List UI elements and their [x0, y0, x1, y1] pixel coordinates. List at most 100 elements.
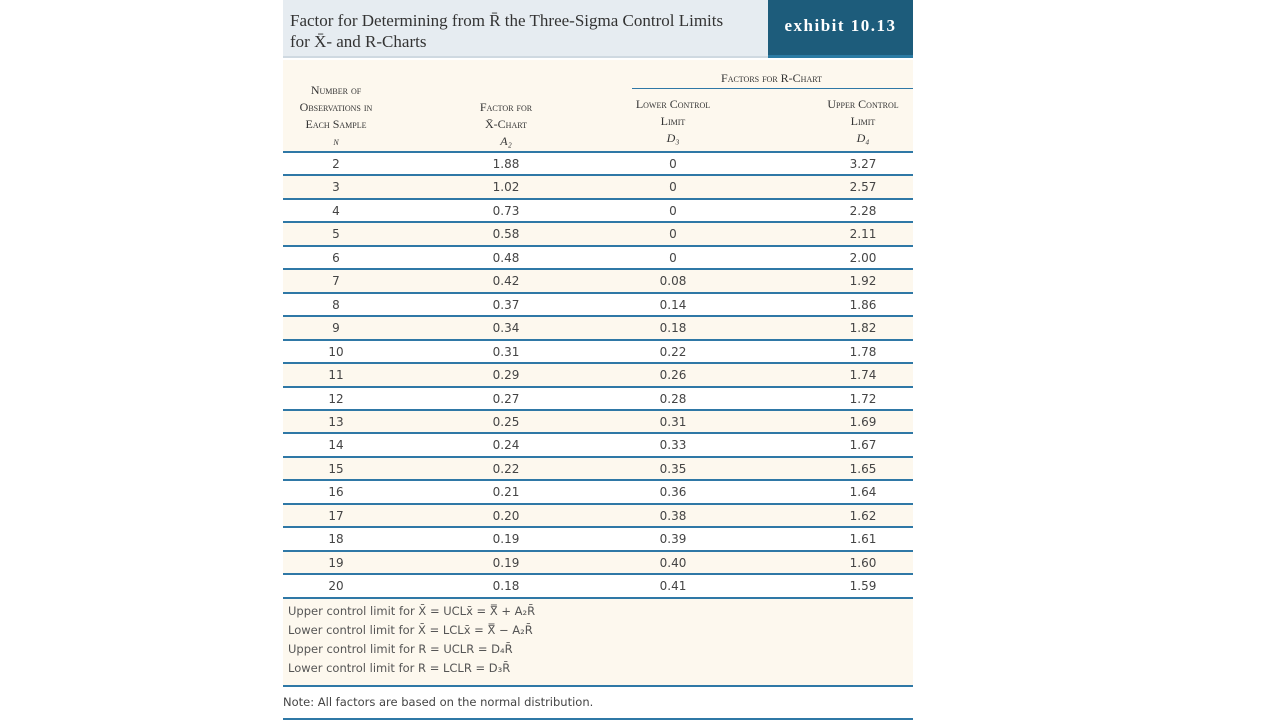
rule [283, 549, 913, 552]
cell: 1.62 [849, 508, 877, 523]
row-bg [283, 292, 913, 317]
rule [283, 221, 913, 224]
column-symbol: n [333, 134, 339, 148]
cell: 1.74 [849, 368, 877, 383]
formula: Upper control limit for R = UCLR = D₄R̄ [288, 642, 513, 656]
cell: 0.29 [492, 368, 520, 383]
row-bg [283, 222, 913, 246]
title-line: Factor for Determining from R̄ the Three… [290, 11, 724, 30]
cell: 0.31 [659, 414, 687, 429]
title: Factor for Determining from R̄ the Three… [290, 10, 723, 52]
cell: 0.19 [492, 555, 520, 570]
column-header: Upper Control [827, 97, 899, 111]
cell: 1.60 [849, 555, 877, 570]
rule [283, 338, 913, 341]
rule [283, 408, 913, 411]
exhibit-label: exhibit 10.13 [784, 16, 897, 35]
cell: 3 [332, 180, 340, 195]
cell: 1.02 [492, 180, 520, 195]
rule [283, 573, 913, 576]
cell: 4 [332, 203, 340, 218]
cell: 0 [669, 227, 677, 242]
cell: 0.22 [492, 461, 520, 476]
cell: 1.82 [849, 321, 877, 336]
cell: 0.73 [492, 203, 520, 218]
column-header: Number of [310, 83, 362, 97]
rule [283, 174, 913, 177]
cell: 9 [332, 321, 340, 336]
row-bg [283, 456, 913, 481]
cell: 1.86 [849, 297, 877, 312]
rule [283, 526, 913, 529]
title-box [283, 0, 768, 58]
column-header: Each Sample [305, 117, 367, 131]
rule [283, 455, 913, 458]
note: Note: All factors are based on the norma… [283, 695, 594, 709]
row-bg [283, 386, 913, 410]
cell: 13 [328, 414, 344, 429]
cell: 0.48 [492, 250, 520, 265]
row-bg [283, 574, 913, 598]
cell: 2 [332, 157, 340, 171]
row-bg [283, 316, 913, 340]
cell: 1.64 [849, 485, 877, 500]
cell: 1.59 [849, 579, 877, 594]
row-bg [283, 363, 913, 387]
column-symbol: D₃ [666, 131, 680, 145]
cell: 18 [328, 532, 344, 547]
row-bg [283, 480, 913, 504]
rule [283, 432, 913, 435]
rule [283, 502, 913, 505]
cell: 12 [328, 391, 344, 406]
cell: 17 [328, 508, 344, 523]
cell: 0.28 [659, 391, 687, 406]
rule [283, 718, 913, 720]
rule [283, 151, 913, 153]
cell: 0.58 [492, 227, 520, 242]
cell: 0.26 [659, 368, 687, 383]
cell: 0.24 [492, 438, 520, 453]
title-line: for X̄- and R-Charts [290, 32, 427, 51]
cell: 0.27 [492, 391, 520, 406]
formula: Upper control limit for X̄ = UCLx̄ = X̿ … [288, 604, 536, 618]
cell: 0.14 [659, 297, 687, 312]
cell: 0.37 [492, 297, 520, 312]
column-header: Limit [850, 114, 876, 128]
cell: 0.19 [492, 532, 520, 547]
column-header: Lower Control [635, 97, 711, 111]
rule [283, 385, 913, 388]
cell: 1.88 [492, 157, 520, 171]
cell: 2.57 [849, 180, 877, 195]
row-bg [283, 550, 913, 575]
cell: 0 [669, 250, 677, 265]
cell: 0.20 [492, 508, 520, 523]
cell: 14 [328, 438, 344, 453]
column-header: Observations in [299, 100, 373, 114]
rule [283, 362, 913, 365]
cell: 0.35 [659, 461, 687, 476]
cell: 16 [328, 485, 344, 500]
cell: 0 [669, 203, 677, 218]
cell: 15 [328, 461, 344, 476]
column-header: Limit [660, 114, 686, 128]
cell: 0.36 [659, 485, 687, 500]
cell: 0.40 [659, 555, 687, 570]
cell: 0 [669, 180, 677, 195]
cell: 0.21 [492, 485, 520, 500]
row-bg [283, 269, 913, 293]
cell: 0.41 [659, 579, 687, 594]
cell: 19 [328, 555, 344, 570]
cell: 0.31 [492, 344, 520, 359]
rule [283, 244, 913, 247]
cell: 0.38 [659, 508, 687, 523]
rule [283, 479, 913, 482]
group-header: Factors for R-Chart [721, 71, 822, 85]
cell: 1.61 [849, 532, 877, 547]
cell: 10 [328, 344, 344, 359]
row-bg [283, 175, 913, 199]
rule [283, 315, 913, 318]
rule [283, 197, 913, 200]
cell: 11 [328, 368, 344, 383]
cell: 0 [669, 157, 677, 171]
group-rule [632, 88, 913, 89]
